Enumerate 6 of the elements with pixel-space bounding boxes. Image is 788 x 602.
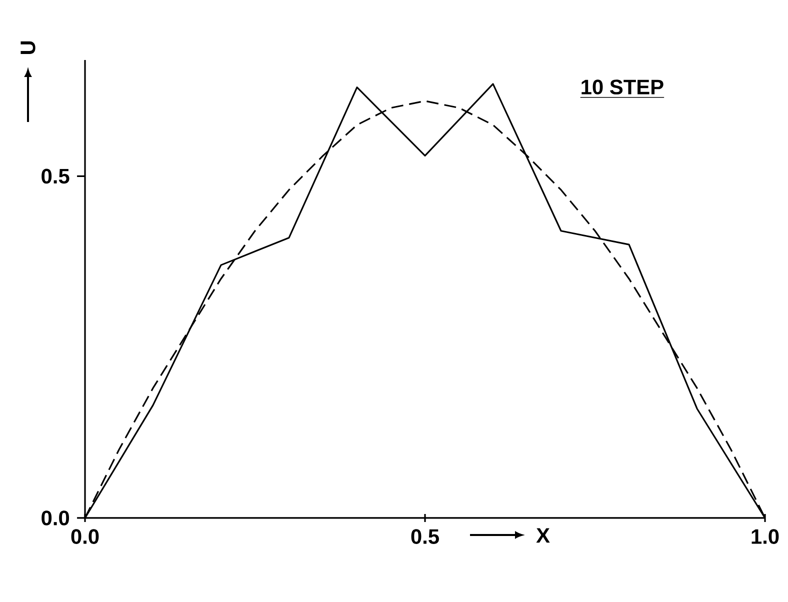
y-axis-title: U	[20, 41, 36, 54]
x-tick-label: 0.5	[411, 529, 439, 544]
annotation: 10 STEP	[582, 80, 664, 94]
x-axis-title: X	[536, 528, 550, 543]
x-tick-label: 1.0	[752, 529, 779, 544]
x-tick-label: 0.0	[71, 529, 99, 544]
